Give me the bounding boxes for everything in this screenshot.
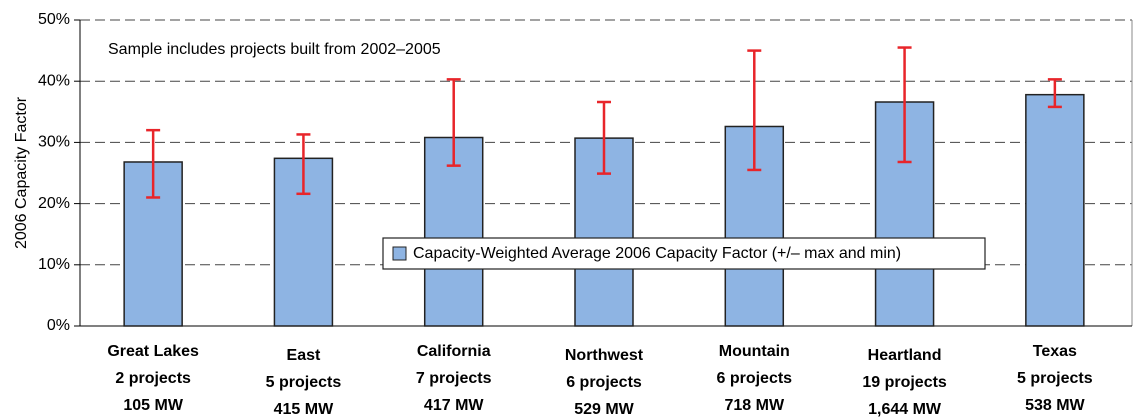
x-tick-label: 538 MW bbox=[1025, 397, 1085, 414]
x-tick-label: California bbox=[417, 343, 491, 360]
y-tick-label: 40% bbox=[38, 72, 70, 89]
bar bbox=[1025, 93, 1085, 327]
y-tick-label: 50% bbox=[38, 11, 70, 28]
y-axis-label: 2006 Capacity Factor bbox=[13, 96, 30, 249]
x-tick-label: 19 projects bbox=[862, 374, 947, 391]
y-tick-label: 10% bbox=[38, 256, 70, 273]
x-tick-label: Heartland bbox=[868, 347, 942, 364]
x-tick-label: 7 projects bbox=[416, 370, 492, 387]
x-tick-label: Great Lakes bbox=[107, 343, 199, 360]
x-tick-label: Texas bbox=[1033, 343, 1077, 360]
x-tick-label: 1,644 MW bbox=[868, 401, 942, 418]
x-tick-label: 718 MW bbox=[724, 397, 784, 414]
y-tick-label: 20% bbox=[38, 195, 70, 212]
legend-swatch bbox=[392, 246, 407, 261]
legend-label: Capacity-Weighted Average 2006 Capacity … bbox=[413, 245, 901, 262]
x-tick-label: 6 projects bbox=[566, 374, 642, 391]
x-tick-label: 6 projects bbox=[716, 370, 792, 387]
legend-box bbox=[382, 237, 986, 270]
legend: Capacity-Weighted Average 2006 Capacity … bbox=[382, 237, 986, 270]
x-tick-label: East bbox=[287, 347, 321, 364]
x-tick-label: Mountain bbox=[719, 343, 790, 360]
x-tick-label: Northwest bbox=[565, 347, 644, 364]
x-tick-label: 529 MW bbox=[574, 401, 634, 418]
x-tick-label: 5 projects bbox=[1017, 370, 1093, 387]
y-tick-label: 0% bbox=[47, 317, 70, 334]
bar bbox=[423, 136, 484, 327]
x-tick-label: 105 MW bbox=[123, 397, 183, 414]
x-tick-label: 5 projects bbox=[266, 374, 342, 391]
x-tick-label: 415 MW bbox=[274, 401, 334, 418]
annotation: Sample includes projects built from 2002… bbox=[108, 41, 441, 58]
x-tick-label: 2 projects bbox=[115, 370, 191, 387]
x-tick-label: 417 MW bbox=[424, 397, 484, 414]
y-tick-label: 30% bbox=[38, 134, 70, 151]
